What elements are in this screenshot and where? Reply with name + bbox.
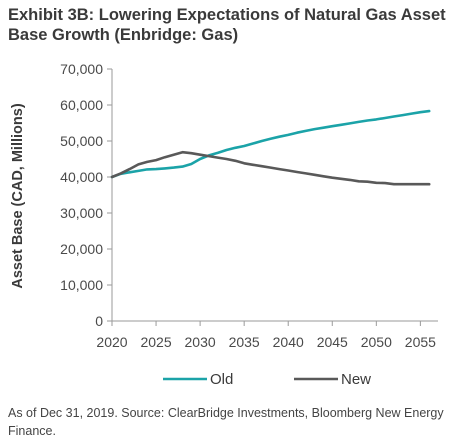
y-tick-label: 0 bbox=[95, 313, 103, 329]
x-tick-label: 2040 bbox=[273, 334, 304, 350]
y-axis-ticks: 0 10,000 20,000 30,000 40,000 50,000 60,000 70,… bbox=[60, 61, 112, 329]
x-tick-label: 2025 bbox=[140, 334, 171, 350]
series-layer bbox=[110, 109, 431, 186]
y-tick-label: 10,000 bbox=[60, 277, 103, 293]
x-tick-label: 2050 bbox=[361, 334, 392, 350]
x-tick-label: 2020 bbox=[96, 334, 127, 350]
x-tick-label: 2035 bbox=[229, 334, 260, 350]
x-tick-label: 2045 bbox=[317, 334, 348, 350]
legend: Old New bbox=[163, 371, 371, 388]
source-footnote: As of Dec 31, 2019. Source: ClearBridge … bbox=[8, 406, 444, 438]
x-tick-label: 2055 bbox=[405, 334, 436, 350]
series-line-new bbox=[110, 150, 431, 186]
y-tick-label: 20,000 bbox=[60, 241, 103, 257]
y-tick-label: 70,000 bbox=[60, 61, 103, 77]
y-tick-label: 50,000 bbox=[60, 133, 103, 149]
legend-label-new: New bbox=[341, 371, 371, 388]
chart-title: Exhibit 3B: Lowering Expectations of Nat… bbox=[8, 6, 446, 44]
series-line-old bbox=[110, 109, 431, 179]
y-tick-label: 40,000 bbox=[60, 169, 103, 185]
y-axis-title: Asset Base (CAD, Millions) bbox=[10, 103, 26, 288]
y-tick-label: 30,000 bbox=[60, 205, 103, 221]
y-axis-title-group: Asset Base (CAD, Millions) bbox=[10, 103, 26, 288]
x-axis-ticks: 2020 2025 2030 2035 2040 2045 2050 2055 bbox=[96, 321, 436, 350]
legend-label-old: Old bbox=[210, 371, 233, 388]
y-tick-label: 60,000 bbox=[60, 97, 103, 113]
x-tick-label: 2030 bbox=[185, 334, 216, 350]
